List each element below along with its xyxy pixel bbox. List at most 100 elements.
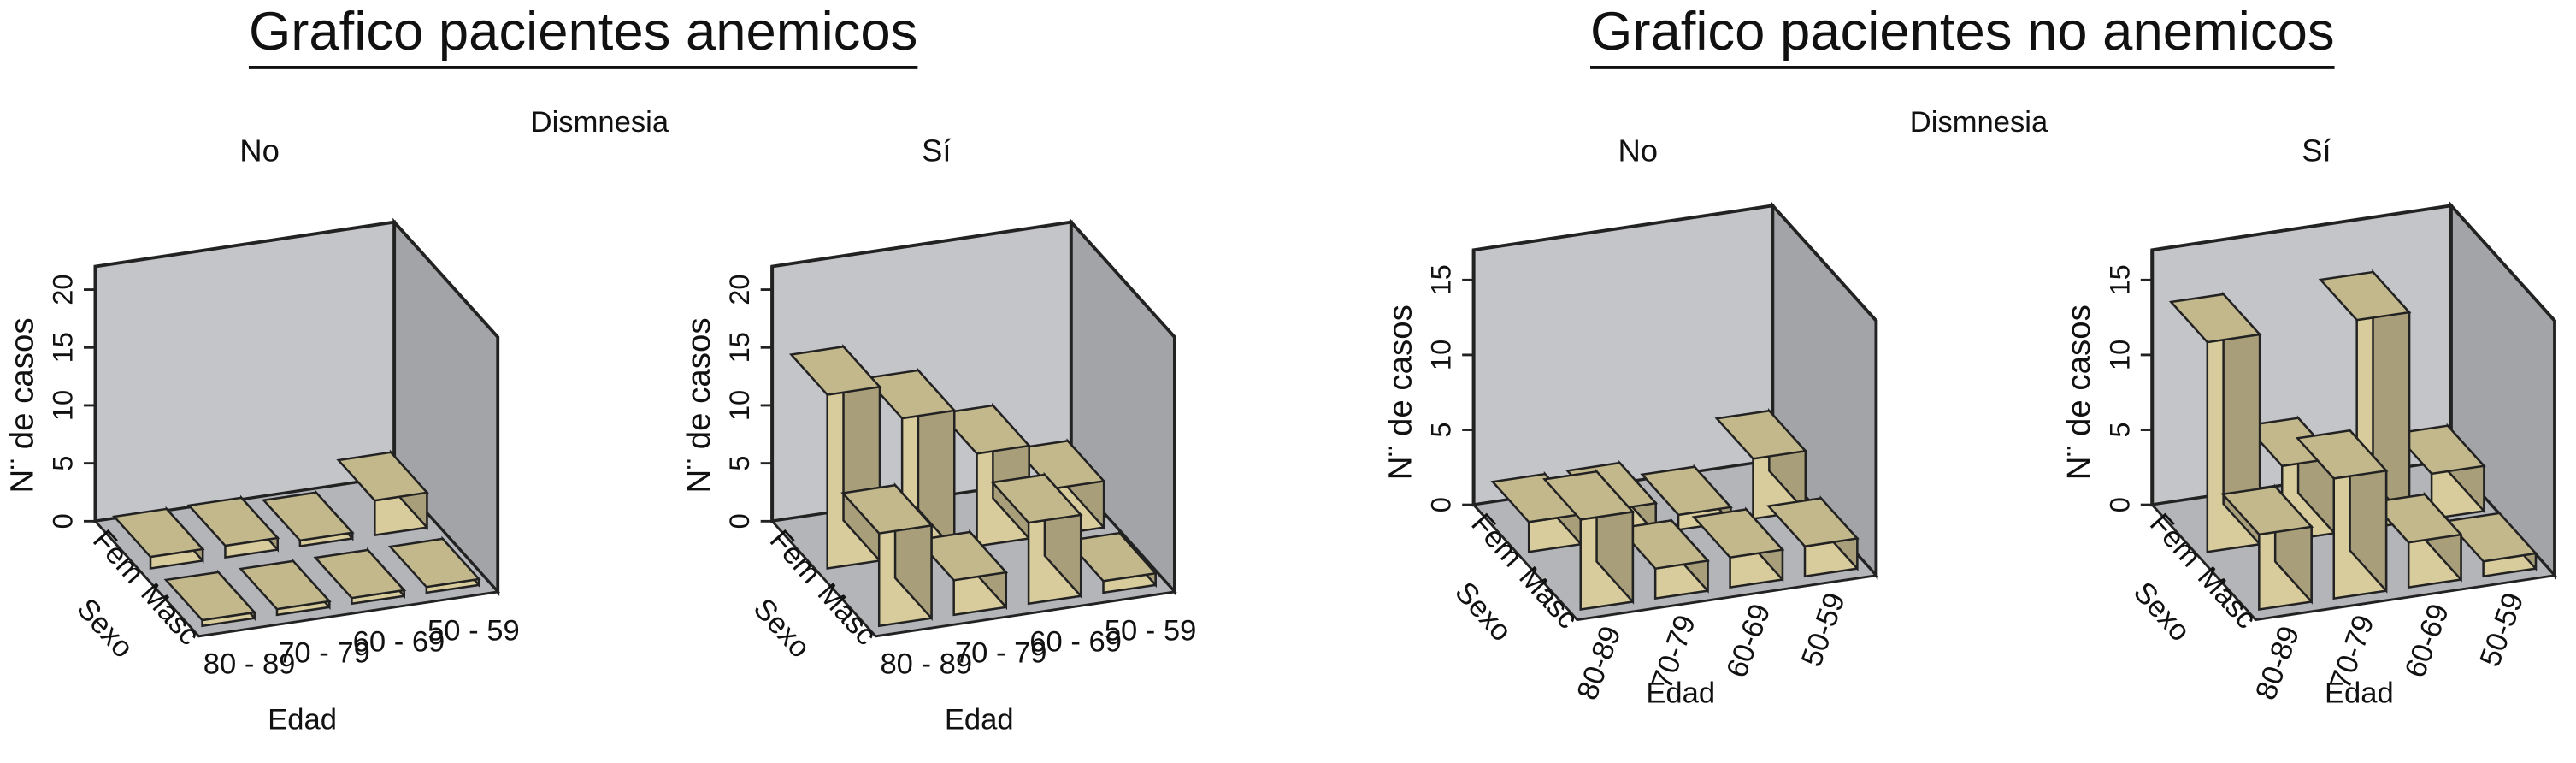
bar [163,569,257,628]
z-axis-label: Sexo [747,593,816,665]
x-tick-label: 80-89 [2249,622,2306,704]
bar-top [239,559,332,611]
bar-top [2295,429,2389,480]
y-tick-label: 5 [723,456,755,471]
y-tick-label: 5 [47,456,79,471]
x-tick-label: 80 - 89 [880,648,972,680]
bar-top [1714,409,1808,460]
x-tick-label: 70 - 79 [278,636,370,669]
bar-top [313,548,407,600]
y-tick-label: 0 [1425,497,1457,512]
facet-title: Dismnesia [1910,106,2048,139]
x-tick-label: 80-89 [1571,622,1628,704]
x-tick-label: 50-59 [2474,589,2531,671]
bar-top [788,345,882,396]
bar-top [2318,270,2412,322]
panel-subtitle: No [239,133,280,169]
figure-title: Grafico pacientes anemicos [249,2,917,62]
bar-top [1541,470,1636,521]
bar-top [387,537,481,589]
bar-top [1490,472,1583,523]
y-tick-label: 20 [723,274,755,305]
facet-title: Dismnesia [531,106,669,139]
y-tick-label: 0 [2103,497,2135,512]
bar-top [840,483,934,535]
bar [2393,423,2486,520]
x-tick-label: 60 - 69 [353,625,445,658]
y-axis-label: N¨ de casos [681,317,717,493]
back-wall [93,220,397,523]
y-axis-label: N¨ de casos [2060,305,2097,480]
y-tick-label: 10 [2103,340,2135,370]
bar [1541,469,1636,611]
bar-top [2220,485,2314,536]
bar [336,449,429,537]
x-tick-label: 50 - 59 [427,614,520,647]
y-tick-label: 0 [47,513,79,529]
bar [1766,495,1860,578]
x-axis-label: Edad [945,703,1014,736]
x-tick-label: 60-69 [2399,600,2455,682]
bar [2370,491,2463,589]
y-tick-label: 15 [723,332,755,363]
panel-subtitle: Sí [922,133,952,169]
z-axis-label: Sexo [70,593,139,665]
panel-subtitle: Sí [2302,133,2331,169]
y-axis-label: N¨ de casos [1382,305,1419,480]
y-tick-label: 20 [47,274,79,305]
y-tick-label: 0 [723,513,755,529]
y-tick-label: 10 [47,390,79,421]
bar [387,535,481,594]
bar-top [1691,508,1785,559]
bar [186,494,280,559]
z-axis-label: Sexo [2127,576,2196,648]
bar-top [990,473,1083,524]
bar-top [186,496,280,547]
x-tick-label: 60-69 [1721,600,1777,682]
bar-top [1766,497,1860,548]
panel-subtitle: No [1618,133,1658,169]
bar [915,529,1009,617]
x-axis-label: Edad [1646,677,1715,710]
bar [1640,464,1733,531]
bar-top [112,507,205,559]
bar-top [163,571,257,622]
bar [112,506,205,570]
x-axis-label: Edad [2325,677,2394,710]
x-tick-label: 50 - 59 [1105,614,1197,647]
y-tick-label: 15 [1425,264,1457,295]
bar [1490,470,1583,553]
bar [1691,506,1785,589]
bar [313,547,407,606]
figure-title: Grafico pacientes no anemicos [1590,2,2335,62]
z-axis-label: Sexo [1448,576,1518,648]
y-tick-label: 10 [1425,340,1457,370]
bar [2168,291,2262,553]
bar [840,482,934,628]
bar-top [2168,293,2262,344]
bar-top [1640,465,1733,517]
panel: Grafico pacientes anemicos Dismnesia No 0 5 1… [3,2,917,736]
bar [990,471,1083,606]
bar [788,344,882,570]
bar [2220,483,2314,611]
bar-top [261,491,355,542]
y-axis-label: N¨ de casos [3,317,40,493]
y-tick-label: 10 [723,390,755,421]
bar [1617,518,1710,600]
y-tick-label: 15 [2103,264,2135,295]
x-tick-label: 60 - 69 [1029,625,1122,658]
bar [261,489,355,547]
bar [938,402,1032,547]
x-tick-label: 80 - 89 [203,648,296,680]
x-axis-label: Edad [268,703,337,736]
y-tick-label: 5 [2103,422,2135,437]
y-tick-label: 15 [47,332,79,363]
bar-top [336,451,429,502]
x-tick-label: 70 - 79 [955,636,1047,669]
bar [2295,428,2389,600]
